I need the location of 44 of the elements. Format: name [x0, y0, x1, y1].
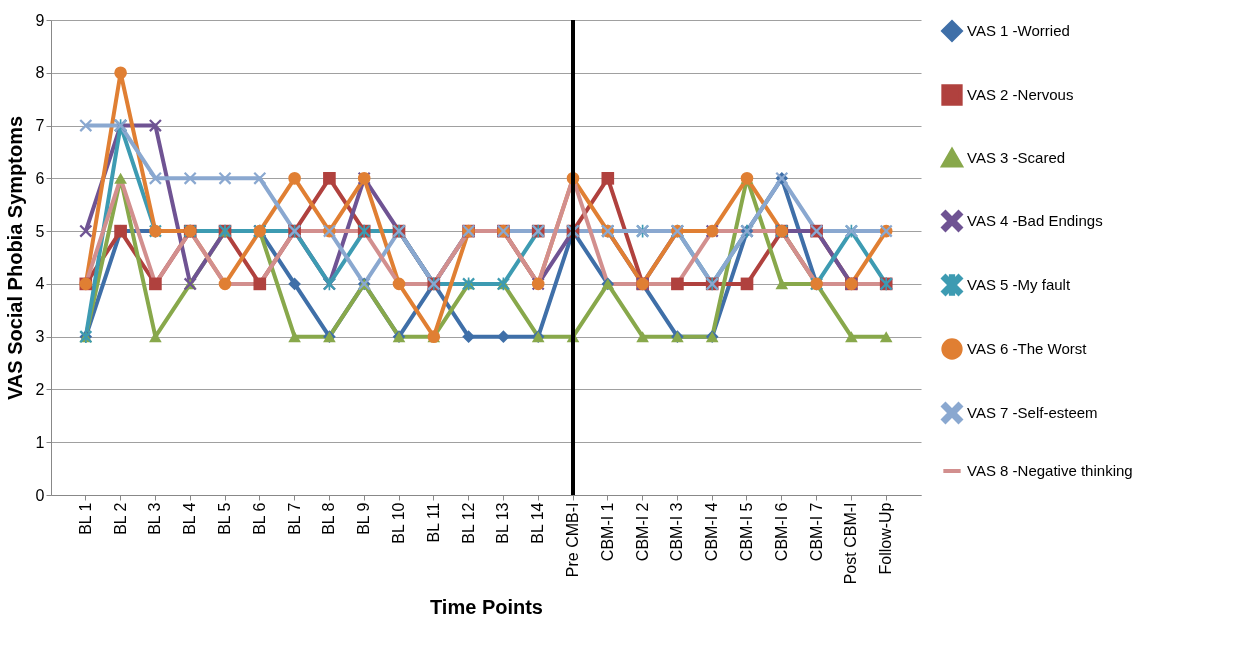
legend-label: VAS 8 -Negative thinking	[967, 462, 1133, 479]
x-tick-label: BL 6	[250, 502, 268, 535]
legend-label: VAS 5 -My fault	[967, 276, 1071, 293]
x-axis-title: Time Points	[430, 596, 543, 619]
legend-label: VAS 4 -Bad Endings	[967, 212, 1103, 229]
y-tick-label: 3	[35, 328, 45, 346]
x-tick-label: BL 13	[494, 502, 512, 544]
x-tick-label: CBM-I 3	[668, 502, 686, 562]
y-axis-title: VAS Social Phobia Symptoms	[3, 115, 26, 401]
y-tick-label: 4	[35, 275, 45, 293]
x-tick-label: BL 10	[390, 502, 407, 544]
y-tick-label: 2	[35, 380, 45, 398]
y-tick-label: 1	[35, 433, 45, 451]
y-tick-label: 9	[35, 11, 45, 29]
x-tick-label: BL 4	[181, 502, 199, 535]
legend-label: VAS 3 -Scared	[967, 149, 1066, 166]
y-tick-label: 6	[35, 169, 45, 187]
legend-label: VAS 1 -Worried	[967, 22, 1070, 39]
legend-label: VAS 2 -Nervous	[967, 86, 1074, 103]
x-tick-label: Post CBM-I	[842, 502, 860, 585]
x-tick-label: CBM-I 6	[772, 502, 790, 562]
x-tick-label: BL 2	[111, 502, 129, 535]
x-tick-label: Follow-Up	[877, 502, 895, 575]
x-tick-label: Pre CMB-I	[564, 502, 581, 578]
y-tick-label: 5	[35, 222, 45, 240]
x-tick-label: BL 5	[216, 502, 233, 535]
x-tick-label: BL 11	[424, 502, 442, 543]
legend-label: VAS 7 -Self-esteem	[967, 404, 1098, 421]
x-tick-label: BL 8	[320, 502, 338, 535]
x-tick-label: CBM-I 5	[738, 502, 755, 562]
x-tick-label: BL 1	[76, 502, 94, 535]
x-tick-label: BL 9	[355, 502, 373, 535]
legend-label: VAS 6 -The Worst	[967, 340, 1088, 357]
y-tick-label: 8	[35, 64, 45, 82]
x-tick-label: CBM-I 4	[703, 502, 721, 562]
x-tick-label: CBM-I 2	[633, 502, 651, 562]
x-tick-label: BL 7	[285, 502, 303, 535]
x-tick-label: CBM-I 1	[598, 502, 616, 562]
x-tick-label: BL 3	[146, 502, 164, 535]
y-tick-label: 7	[35, 117, 45, 135]
y-tick-label: 0	[35, 486, 45, 504]
x-tick-label: BL 14	[529, 502, 547, 544]
x-tick-label: BL 12	[459, 502, 477, 544]
x-tick-label: CBM-I 7	[807, 502, 825, 562]
